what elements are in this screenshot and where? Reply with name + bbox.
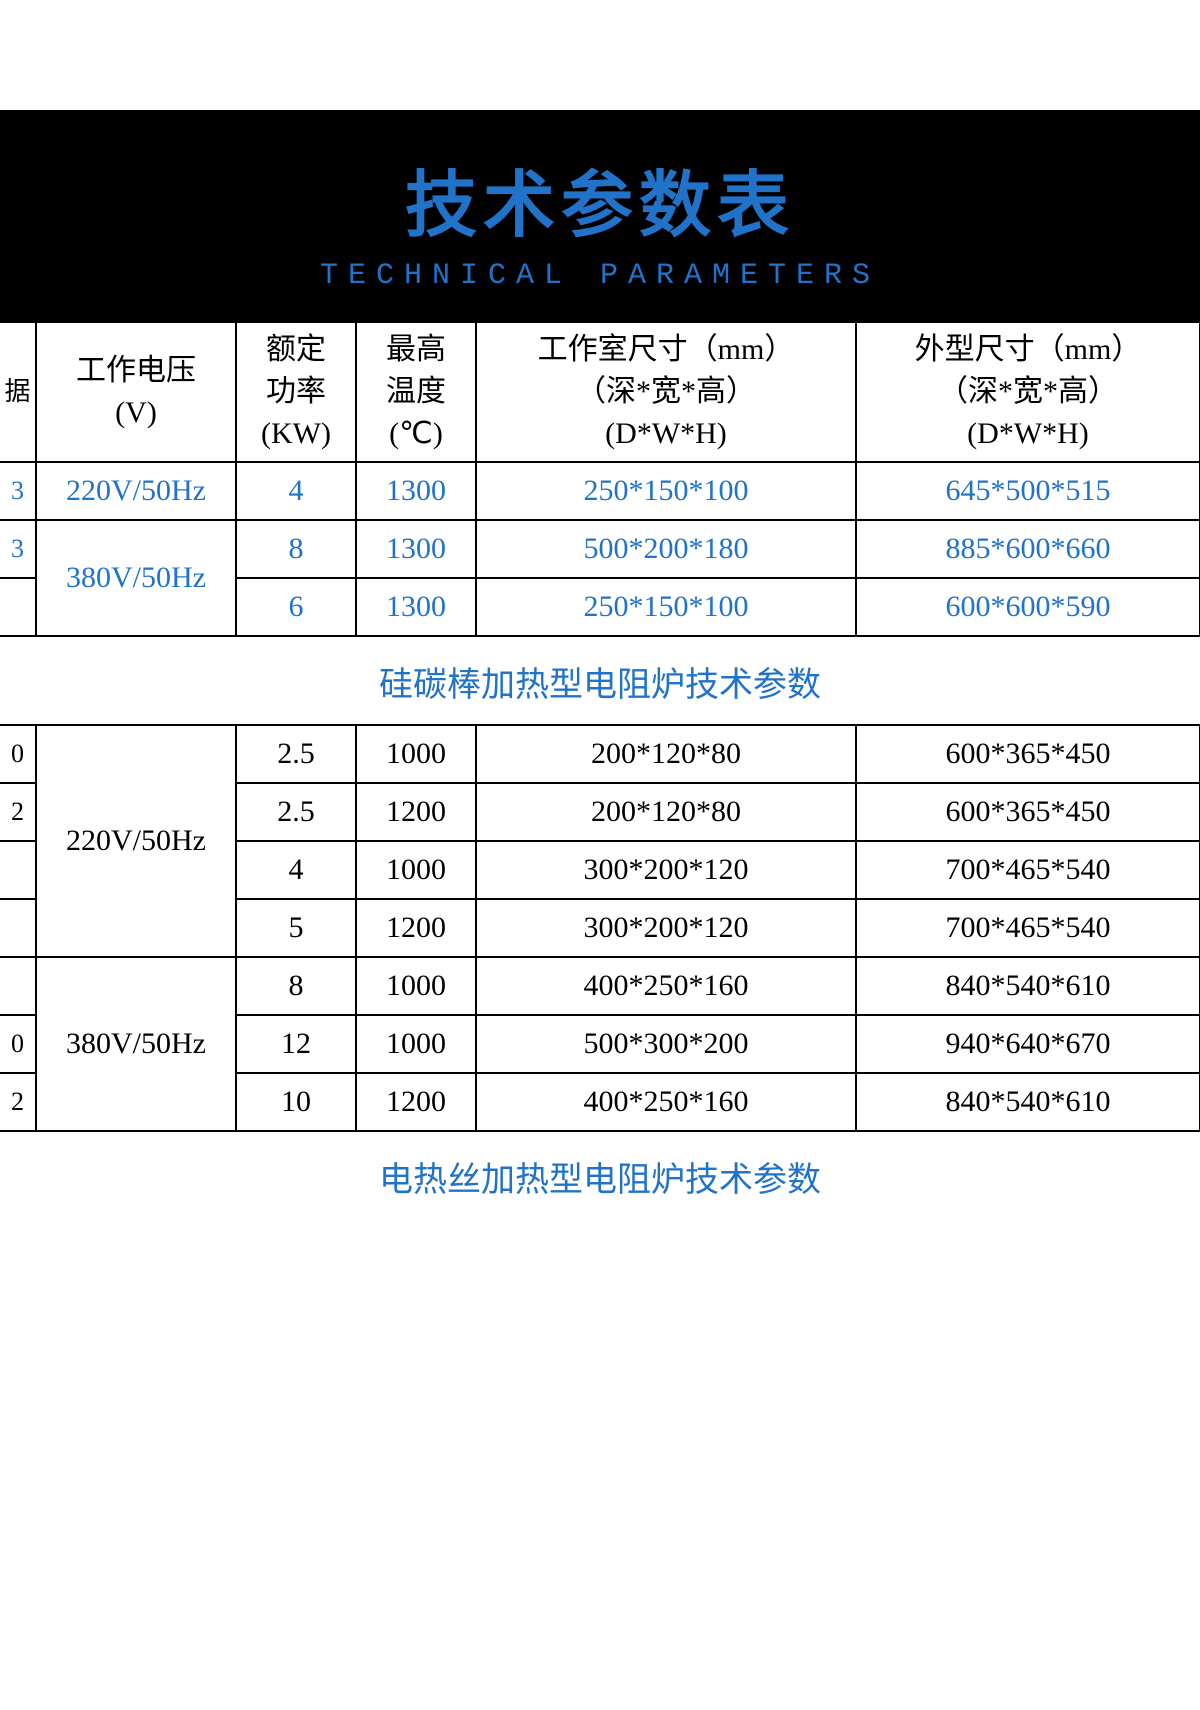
spec-table-1: 据 工作电压 (V) 额定 功率 (KW) 最高 温度 (℃) 工作室尺寸（mm…: [0, 321, 1200, 637]
cell-temp: 1300: [356, 578, 476, 636]
cell-temp: 1200: [356, 1073, 476, 1131]
cell-temp: 1000: [356, 957, 476, 1015]
table-row: 3 220V/50Hz 4 1300 250*150*100 645*500*5…: [0, 462, 1200, 520]
table-row: 0 220V/50Hz 2.5 1000 200*120*80 600*365*…: [0, 725, 1200, 783]
col-header-temp: 最高 温度 (℃): [356, 322, 476, 462]
cell-voltage: 220V/50Hz: [36, 725, 236, 957]
title-en: TECHNICAL PARAMETERS: [0, 259, 1200, 293]
cell-power: 8: [236, 957, 356, 1015]
cell-power: 4: [236, 462, 356, 520]
col-header-label: 据: [0, 322, 36, 462]
cell-temp: 1000: [356, 725, 476, 783]
cell-label: 3: [0, 520, 36, 578]
cell-outer: 600*600*590: [856, 578, 1200, 636]
cell-outer: 600*365*450: [856, 783, 1200, 841]
cell-outer: 700*465*540: [856, 841, 1200, 899]
cell-power: 10: [236, 1073, 356, 1131]
cell-temp: 1000: [356, 1015, 476, 1073]
section1-caption: 硅碳棒加热型电阻炉技术参数: [0, 637, 1200, 724]
col-header-power: 额定 功率 (KW): [236, 322, 356, 462]
cell-outer: 840*540*610: [856, 957, 1200, 1015]
cell-label: [0, 899, 36, 957]
cell-power: 5: [236, 899, 356, 957]
cell-outer: 645*500*515: [856, 462, 1200, 520]
cell-label: [0, 841, 36, 899]
table-row: 380V/50Hz 8 1000 400*250*160 840*540*610: [0, 957, 1200, 1015]
cell-label: 2: [0, 1073, 36, 1131]
cell-power: 8: [236, 520, 356, 578]
section2-caption: 电热丝加热型电阻炉技术参数: [0, 1132, 1200, 1219]
cell-outer: 600*365*450: [856, 725, 1200, 783]
cell-temp: 1200: [356, 783, 476, 841]
cell-chamber: 250*150*100: [476, 462, 856, 520]
cell-outer: 885*600*660: [856, 520, 1200, 578]
cell-outer: 940*640*670: [856, 1015, 1200, 1073]
col-header-outer: 外型尺寸（mm） （深*宽*高） (D*W*H): [856, 322, 1200, 462]
cell-power: 2.5: [236, 783, 356, 841]
cell-label: 3: [0, 462, 36, 520]
page: 技术参数表 TECHNICAL PARAMETERS 据 工作电压 (V) 额定…: [0, 110, 1200, 1710]
cell-voltage: 380V/50Hz: [36, 957, 236, 1131]
cell-chamber: 250*150*100: [476, 578, 856, 636]
cell-chamber: 300*200*120: [476, 899, 856, 957]
cell-voltage: 220V/50Hz: [36, 462, 236, 520]
table-row: 3 380V/50Hz 8 1300 500*200*180 885*600*6…: [0, 520, 1200, 578]
cell-label: [0, 957, 36, 1015]
cell-power: 4: [236, 841, 356, 899]
cell-chamber: 500*200*180: [476, 520, 856, 578]
cell-label: [0, 578, 36, 636]
cell-label: 2: [0, 783, 36, 841]
col-header-voltage: 工作电压 (V): [36, 322, 236, 462]
cell-chamber: 400*250*160: [476, 1073, 856, 1131]
cell-temp: 1200: [356, 899, 476, 957]
cell-label: 0: [0, 1015, 36, 1073]
spec-table-2: 0 220V/50Hz 2.5 1000 200*120*80 600*365*…: [0, 724, 1200, 1132]
cell-outer: 700*465*540: [856, 899, 1200, 957]
cell-chamber: 400*250*160: [476, 957, 856, 1015]
title-cn: 技术参数表: [0, 146, 1200, 251]
cell-outer: 840*540*610: [856, 1073, 1200, 1131]
cell-temp: 1000: [356, 841, 476, 899]
table-header-row: 据 工作电压 (V) 额定 功率 (KW) 最高 温度 (℃) 工作室尺寸（mm…: [0, 322, 1200, 462]
cell-power: 2.5: [236, 725, 356, 783]
cell-power: 12: [236, 1015, 356, 1073]
cell-temp: 1300: [356, 520, 476, 578]
title-banner: 技术参数表 TECHNICAL PARAMETERS: [0, 110, 1200, 321]
cell-chamber: 500*300*200: [476, 1015, 856, 1073]
cell-power: 6: [236, 578, 356, 636]
cell-temp: 1300: [356, 462, 476, 520]
cell-chamber: 200*120*80: [476, 783, 856, 841]
cell-chamber: 300*200*120: [476, 841, 856, 899]
cell-voltage: 380V/50Hz: [36, 520, 236, 636]
cell-label: 0: [0, 725, 36, 783]
col-header-chamber: 工作室尺寸（mm） （深*宽*高） (D*W*H): [476, 322, 856, 462]
cell-chamber: 200*120*80: [476, 725, 856, 783]
